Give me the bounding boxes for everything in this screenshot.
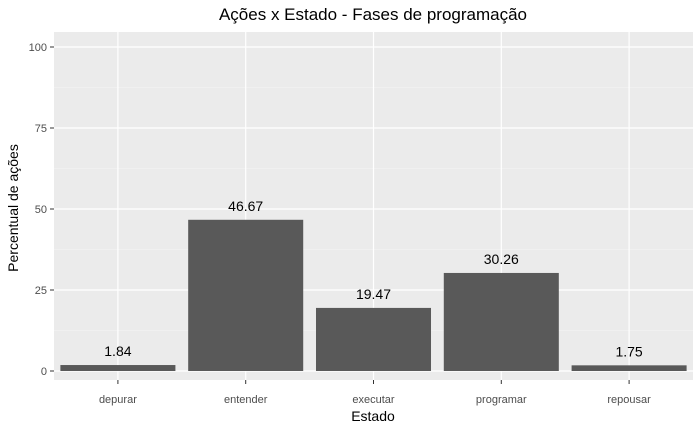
y-tick-label: 25 — [35, 285, 47, 297]
bar-depurar — [60, 365, 176, 371]
x-tick-label-programar: programar — [476, 394, 527, 406]
bars — [60, 219, 687, 371]
x-tick-label-repousar: repousar — [607, 394, 651, 406]
bar-executar — [315, 307, 432, 371]
x-tick-label-depurar: depurar — [99, 394, 137, 406]
data-label-depurar: 1.84 — [104, 343, 131, 359]
data-label-entender: 46.67 — [228, 198, 263, 214]
y-axis: 0 25 50 75 100 — [29, 42, 54, 378]
x-tick-label-entender: entender — [224, 394, 268, 406]
y-tick-label: 100 — [29, 42, 47, 54]
data-labels: 1.84 46.67 19.47 30.26 1.75 — [104, 198, 643, 360]
bar-programar — [443, 272, 559, 371]
y-tick-label: 50 — [35, 204, 47, 216]
data-label-executar: 19.47 — [356, 286, 391, 302]
y-tick-label: 0 — [41, 366, 47, 378]
y-axis-title: Percentual de ações — [5, 144, 21, 272]
bar-repousar — [571, 365, 687, 371]
x-tick-label-executar: executar — [352, 394, 395, 406]
x-axis-title: Estado — [351, 408, 395, 424]
chart-title: Ações x Estado - Fases de programação — [219, 5, 527, 24]
bar-entender — [188, 219, 304, 371]
data-label-programar: 30.26 — [484, 251, 519, 267]
y-tick-label: 75 — [35, 123, 47, 135]
x-axis: depurar entender executar programar repousar — [99, 380, 651, 406]
data-label-repousar: 1.75 — [615, 343, 642, 359]
